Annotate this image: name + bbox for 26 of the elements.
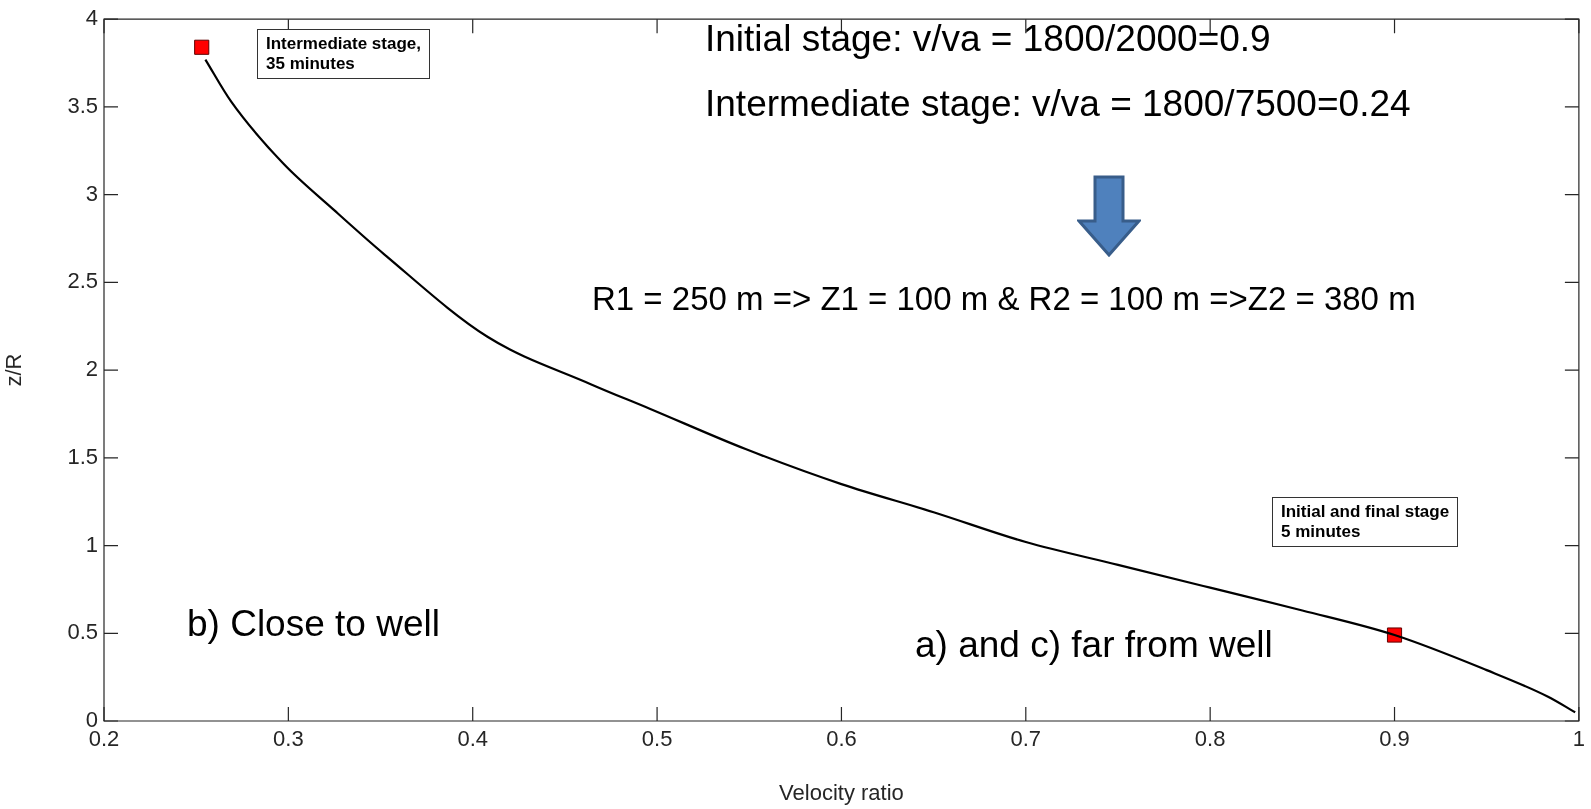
x-tick-label: 0.3 bbox=[273, 726, 304, 752]
x-tick-label: 1 bbox=[1572, 726, 1586, 752]
x-tick-label: 0.8 bbox=[1194, 726, 1226, 752]
x-tick-label: 0.4 bbox=[457, 726, 489, 752]
y-tick-label: 2.5 bbox=[67, 268, 98, 294]
annotation: Intermediate stage: v/va = 1800/7500=0.24 bbox=[705, 83, 1411, 125]
x-tick-label: 0.5 bbox=[641, 726, 673, 752]
x-tick-label: 0.2 bbox=[88, 726, 120, 752]
y-tick-label: 3.5 bbox=[67, 92, 98, 118]
x-axis-title: Velocity ratio bbox=[779, 779, 904, 805]
y-tick-label: 1.5 bbox=[67, 443, 98, 469]
y-tick-label: 2 bbox=[85, 356, 98, 382]
annotation: Initial stage: v/va = 1800/2000=0.9 bbox=[705, 18, 1271, 60]
y-tick-label: 0.5 bbox=[67, 619, 98, 645]
annotation: Intermediate stage, 35 minutes bbox=[257, 29, 430, 79]
annotation: b) Close to well bbox=[187, 603, 440, 645]
y-tick-label: 1 bbox=[85, 531, 98, 557]
annotation: R1 = 250 m => Z1 = 100 m & R2 = 100 m =>Z2 = 380 m bbox=[592, 280, 1416, 318]
annotation: Initial and final stage 5 minutes bbox=[1272, 497, 1459, 547]
annotation: a) and c) far from well bbox=[915, 624, 1273, 666]
y-axis-title: z/R bbox=[1, 353, 27, 387]
y-tick-label: 4 bbox=[85, 5, 98, 31]
y-tick-label: 3 bbox=[85, 180, 98, 206]
x-tick-label: 0.9 bbox=[1379, 726, 1410, 752]
x-tick-label: 0.7 bbox=[1010, 726, 1042, 752]
x-tick-label: 0.6 bbox=[826, 726, 857, 752]
